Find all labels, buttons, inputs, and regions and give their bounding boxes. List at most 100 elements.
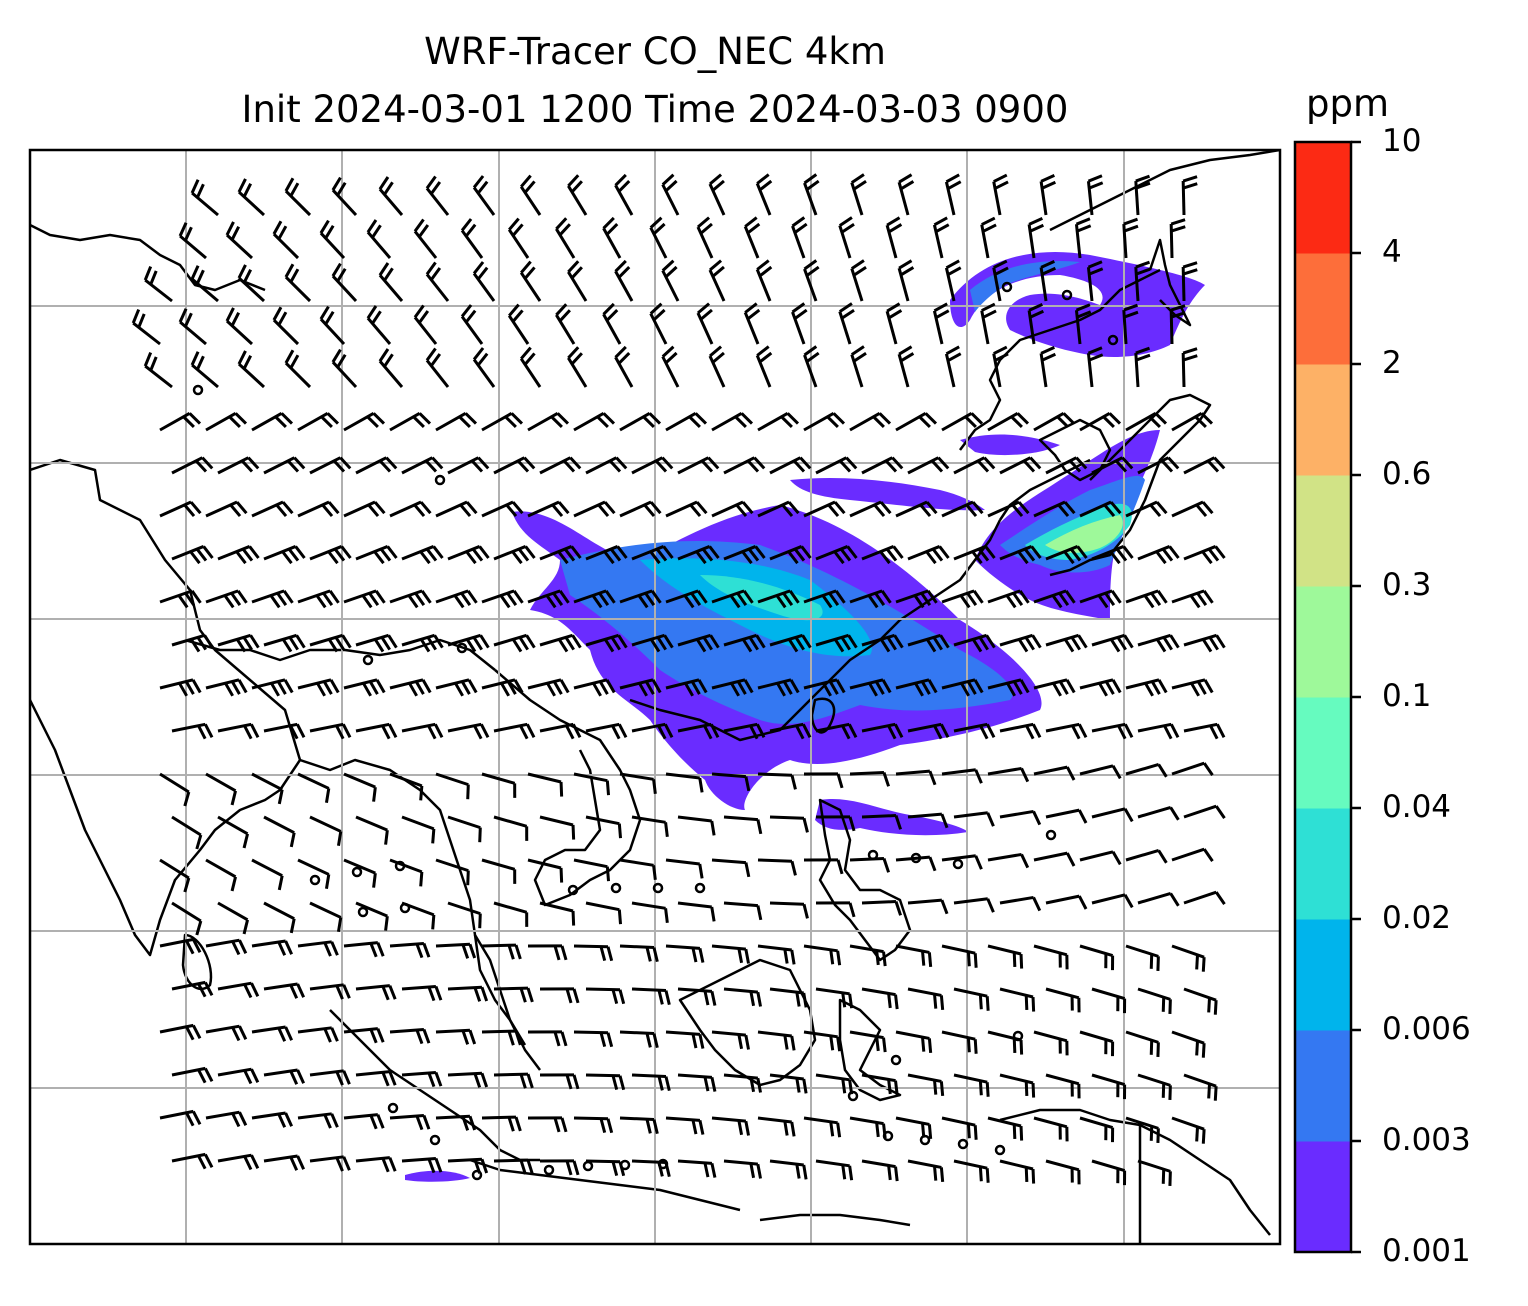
wind-barb xyxy=(355,633,398,653)
wind-barb xyxy=(861,1073,899,1096)
wind-barb xyxy=(614,173,634,216)
wind-barb xyxy=(619,589,662,609)
wind-barb xyxy=(389,678,432,697)
wind-barb xyxy=(614,259,634,302)
wind-barb xyxy=(631,722,674,740)
wind-barb xyxy=(297,500,340,518)
wind-barb xyxy=(987,678,1030,697)
wind-barb xyxy=(953,897,995,913)
wind-barb xyxy=(849,771,890,787)
wind-barb xyxy=(953,811,995,827)
wind-barb xyxy=(251,1025,294,1042)
wind-barb xyxy=(1137,456,1180,475)
wind-barb xyxy=(895,678,938,697)
wind-barb xyxy=(143,352,173,389)
map-title-line-1: WRF-Tracer CO_NEC 4km xyxy=(424,30,886,73)
calm-wind-marker xyxy=(890,1054,902,1066)
wind-barb xyxy=(389,1027,431,1045)
wind-barb xyxy=(665,500,708,518)
wind-barb xyxy=(849,589,892,609)
wind-barb xyxy=(619,1116,659,1135)
wind-barb xyxy=(1183,633,1226,653)
calm-wind-marker xyxy=(919,1134,931,1146)
wind-barb xyxy=(343,500,386,518)
wind-barb xyxy=(711,1030,751,1050)
calm-wind-marker xyxy=(652,882,664,894)
wind-barb xyxy=(665,412,708,432)
wind-barb xyxy=(677,1073,717,1092)
wind-barb xyxy=(1039,174,1056,216)
colorbar-tick-label: 0.3 xyxy=(1382,567,1432,603)
wind-barb xyxy=(527,772,564,797)
wind-barb xyxy=(237,350,266,389)
coast-lesser-sunda xyxy=(759,1213,911,1227)
colorbar-segment xyxy=(1295,142,1351,254)
wind-barb xyxy=(815,633,858,653)
wind-barb xyxy=(895,589,938,609)
wind-barb xyxy=(205,500,248,518)
wind-barb xyxy=(573,500,616,518)
calm-wind-marker xyxy=(543,1164,555,1176)
coast-india xyxy=(30,458,302,957)
wind-barb xyxy=(1125,849,1168,864)
wind-barb xyxy=(1086,346,1104,388)
wind-barb xyxy=(711,589,754,609)
wind-barb xyxy=(1074,217,1092,259)
plume-inner-2 xyxy=(700,575,823,621)
wind-barb xyxy=(755,345,773,388)
wind-barb xyxy=(297,589,340,609)
wind-barb xyxy=(1079,589,1122,609)
wind-barb xyxy=(803,772,844,789)
wind-barb xyxy=(1091,633,1134,653)
wind-barb xyxy=(435,500,478,518)
wind-barb xyxy=(447,985,489,1002)
calm-wind-marker xyxy=(394,860,406,872)
wind-barb xyxy=(907,456,950,475)
wind-barb xyxy=(472,261,496,302)
wind-barb xyxy=(665,858,704,879)
wind-barb xyxy=(309,545,352,565)
wind-barb xyxy=(895,855,937,872)
wind-barb xyxy=(343,772,377,802)
wind-barb xyxy=(850,345,867,388)
wind-barb xyxy=(131,309,161,346)
wind-barb xyxy=(389,500,432,518)
wind-barb xyxy=(941,500,984,518)
wind-barb xyxy=(251,678,294,697)
wind-barb xyxy=(987,500,1030,518)
wind-barb xyxy=(1039,260,1056,302)
wind-barb xyxy=(389,941,431,959)
wind-barb xyxy=(343,589,386,609)
wind-barb xyxy=(425,261,450,302)
wind-barb xyxy=(861,814,902,830)
wind-barb xyxy=(677,633,720,653)
wind-barb xyxy=(481,589,524,609)
colorbar-segment xyxy=(1295,1141,1351,1253)
wind-barb xyxy=(619,1030,659,1049)
wind-barb xyxy=(1134,346,1151,388)
wind-barb xyxy=(953,545,996,565)
wind-barb xyxy=(527,944,568,961)
wind-barb xyxy=(1045,1073,1081,1099)
wind-barb xyxy=(941,589,984,609)
wind-barb xyxy=(401,456,444,475)
plume-inner xyxy=(640,558,872,657)
wind-barb xyxy=(555,217,576,259)
wind-barb xyxy=(980,302,997,345)
wind-barb xyxy=(631,1073,671,1092)
colorbar-tick-label: 2 xyxy=(1382,345,1402,381)
wind-barb xyxy=(619,678,662,697)
wind-barb xyxy=(217,901,249,935)
calm-wind-marker xyxy=(309,874,321,886)
colorbar-tick-label: 0.04 xyxy=(1382,789,1452,825)
wind-barb xyxy=(711,678,754,697)
plume-yellow-sea xyxy=(960,434,1060,456)
calm-wind-marker xyxy=(1012,1030,1024,1042)
map-frame xyxy=(28,148,1282,1246)
wind-barb xyxy=(803,1030,842,1052)
wind-barb xyxy=(861,456,904,475)
wind-barb xyxy=(401,545,444,565)
wind-barb xyxy=(251,939,294,956)
wind-barb xyxy=(743,216,761,259)
wind-barb xyxy=(573,1116,614,1134)
